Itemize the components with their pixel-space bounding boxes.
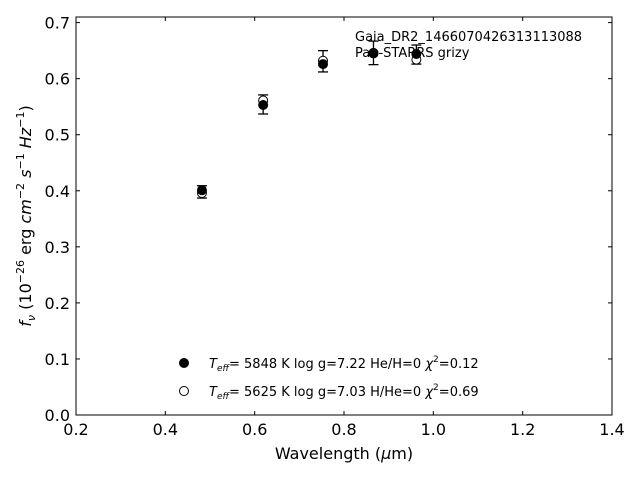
model-point-filled	[196, 185, 207, 196]
y-tick-label: 0.0	[45, 406, 70, 425]
y-tick-label: 0.1	[45, 350, 70, 369]
model-point-filled	[411, 48, 422, 59]
annotation-line-1: Gaia_DR2_1466070426313113088	[355, 30, 582, 45]
x-tick-label: 0.8	[331, 420, 356, 439]
model-point-filled	[318, 59, 329, 70]
legend-marker-filled	[179, 358, 189, 368]
y-tick-label: 0.7	[45, 14, 70, 33]
legend-entry-filled: Teff= 5848 K log g=7.22 He/H=0 χ2=0.12	[209, 355, 479, 374]
y-tick-label: 0.2	[45, 294, 70, 313]
x-tick-label: 1.2	[510, 420, 535, 439]
y-axis-label: fν (10−26 erg cm−2 s−1 Hz−1)	[14, 105, 38, 326]
x-tick-label: 1.0	[421, 420, 446, 439]
axis-ticks: 0.2 0.4 0.6 0.8 1.0 1.2 1.4 0.0 0.1 0.2 0.3 0.4 0.5 0…	[45, 14, 625, 439]
model-point-filled	[368, 47, 379, 58]
plot-frame	[75, 16, 613, 416]
model-point-filled	[258, 100, 269, 111]
x-tick-label: 0.2	[63, 420, 88, 439]
y-tick-label: 0.6	[45, 70, 70, 89]
y-tick-label: 0.4	[45, 182, 70, 201]
x-tick-label: 1.4	[599, 420, 624, 439]
legend: Teff= 5848 K log g=7.22 He/H=0 χ2=0.12 T…	[179, 355, 479, 402]
y-tick-label: 0.5	[45, 126, 70, 145]
data-layer	[196, 40, 422, 199]
legend-entry-open: Teff= 5625 K log g=7.03 H/He=0 χ2=0.69	[209, 383, 479, 402]
y-tick-label: 0.3	[45, 238, 70, 257]
annotation-line-2: Pan-STARRS grizy	[355, 46, 470, 61]
legend-marker-open	[179, 386, 189, 396]
x-tick-label: 0.6	[242, 420, 267, 439]
x-tick-label: 0.4	[153, 420, 178, 439]
x-axis-label: Wavelength (μm)	[275, 444, 413, 463]
